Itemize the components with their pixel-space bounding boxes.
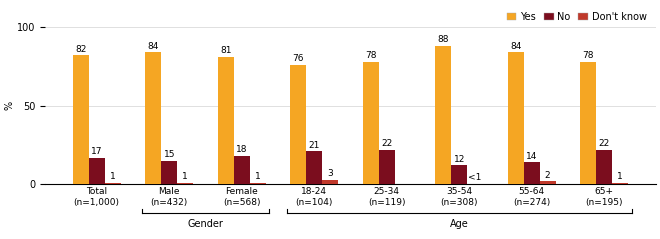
Bar xyxy=(145,52,161,184)
Text: 76: 76 xyxy=(292,54,304,63)
Text: 12: 12 xyxy=(453,155,465,164)
Text: 81: 81 xyxy=(220,46,232,55)
Bar xyxy=(177,183,193,184)
Bar xyxy=(249,183,265,184)
Bar xyxy=(234,156,249,184)
Bar xyxy=(379,150,395,184)
Bar xyxy=(435,46,451,184)
Bar xyxy=(363,62,379,184)
Text: 17: 17 xyxy=(91,147,102,156)
Bar xyxy=(306,151,322,184)
Text: 1: 1 xyxy=(255,172,261,181)
Y-axis label: %: % xyxy=(4,101,14,110)
Text: 22: 22 xyxy=(381,139,392,148)
Text: 15: 15 xyxy=(164,150,175,159)
Bar xyxy=(290,65,306,184)
Bar xyxy=(218,57,234,184)
Text: 1: 1 xyxy=(617,172,623,181)
Bar xyxy=(322,180,338,184)
Bar xyxy=(596,150,612,184)
Text: 1: 1 xyxy=(110,172,115,181)
Text: 22: 22 xyxy=(599,139,610,148)
Text: Age: Age xyxy=(450,219,469,229)
Bar xyxy=(580,62,596,184)
Bar xyxy=(523,162,540,184)
Text: 18: 18 xyxy=(236,146,248,154)
Legend: Yes, No, Don't know: Yes, No, Don't know xyxy=(503,8,651,26)
Bar xyxy=(161,161,177,184)
Bar xyxy=(73,55,88,184)
Bar xyxy=(612,183,628,184)
Text: 78: 78 xyxy=(583,51,594,60)
Bar xyxy=(105,183,121,184)
Text: Gender: Gender xyxy=(187,219,223,229)
Text: 2: 2 xyxy=(544,171,550,180)
Text: 78: 78 xyxy=(365,51,376,60)
Text: <1: <1 xyxy=(469,173,482,182)
Text: 1: 1 xyxy=(182,172,188,181)
Text: 88: 88 xyxy=(438,35,449,44)
Bar xyxy=(451,165,467,184)
Bar xyxy=(540,181,556,184)
Text: 84: 84 xyxy=(510,42,521,50)
Text: 14: 14 xyxy=(526,152,537,161)
Text: 21: 21 xyxy=(308,141,320,150)
Text: 3: 3 xyxy=(327,169,333,178)
Text: 84: 84 xyxy=(148,42,159,50)
Bar xyxy=(88,158,105,184)
Bar xyxy=(508,52,523,184)
Text: 82: 82 xyxy=(75,45,86,54)
